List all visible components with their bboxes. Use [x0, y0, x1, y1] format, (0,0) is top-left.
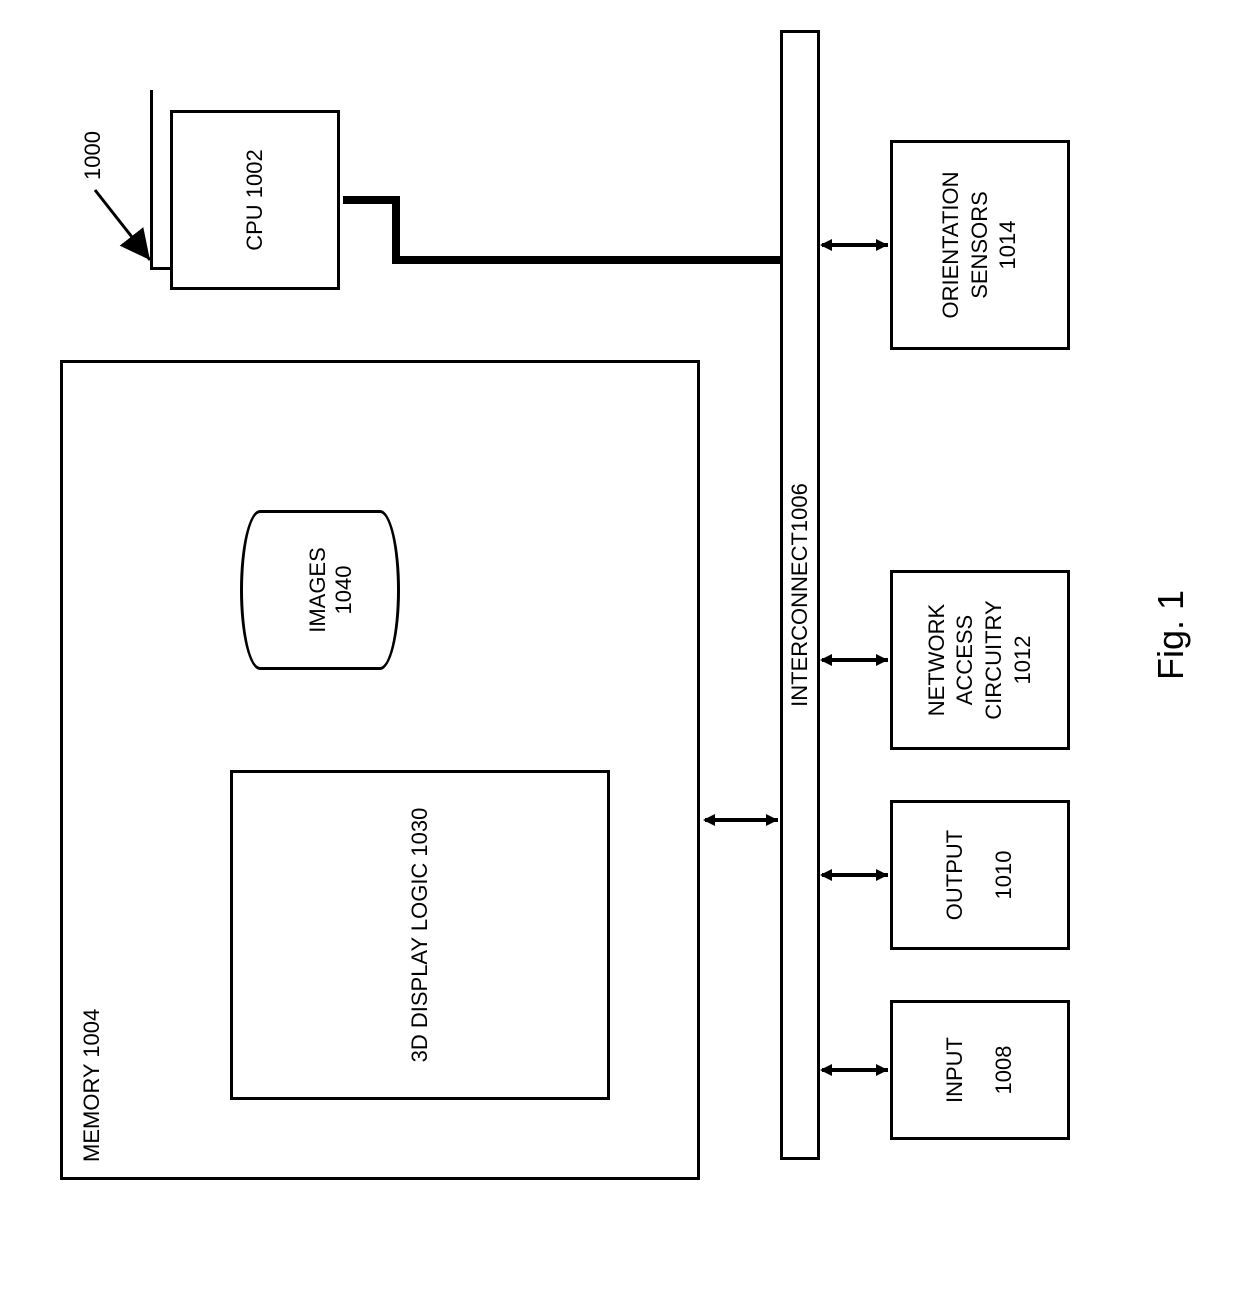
diagram-root: 1000 MEMORY 1004 3D DISPLAY LOGIC 1030 I…	[0, 0, 1240, 1240]
memory-label: MEMORY 1004	[78, 1009, 107, 1162]
output-label-2: 1010	[990, 851, 1019, 900]
network-label-4: 1012	[1009, 636, 1038, 685]
images-label-2: 1040	[331, 510, 357, 670]
system-label: 1000	[80, 131, 106, 180]
network-block: NETWORK ACCESS CIRCUITRY 1012	[890, 570, 1070, 750]
orientation-label-1: ORIENTATION	[937, 171, 966, 318]
cpu-label: CPU 1002	[241, 149, 270, 251]
images-cylinder: IMAGES 1040	[260, 510, 400, 670]
display-logic-label: 3D DISPLAY LOGIC 1030	[406, 808, 435, 1063]
input-label-1: INPUT	[941, 1037, 970, 1103]
output-block: OUTPUT 1010	[890, 800, 1070, 950]
interconnect-bar: INTERCONNECT1006	[780, 30, 820, 1160]
figure-label: Fig. 1	[1150, 590, 1192, 680]
orientation-block: ORIENTATION SENSORS 1014	[890, 140, 1070, 350]
network-label-1: NETWORK	[923, 604, 952, 716]
orientation-label-3: 1014	[994, 221, 1023, 270]
cpu-block-front: CPU 1002	[170, 110, 340, 290]
interconnect-label: INTERCONNECT1006	[787, 483, 813, 707]
input-label-2: 1008	[990, 1046, 1019, 1095]
system-label-text: 1000	[80, 131, 105, 180]
figure-label-text: Fig. 1	[1150, 590, 1191, 680]
network-label-2: ACCESS	[951, 615, 980, 705]
input-block: INPUT 1008	[890, 1000, 1070, 1140]
images-label-1: IMAGES	[305, 510, 331, 670]
network-label-3: CIRCUITRY	[980, 600, 1009, 719]
orientation-label-2: SENSORS	[966, 191, 995, 299]
display-logic-block: 3D DISPLAY LOGIC 1030	[230, 770, 610, 1100]
output-label-1: OUTPUT	[941, 830, 970, 920]
